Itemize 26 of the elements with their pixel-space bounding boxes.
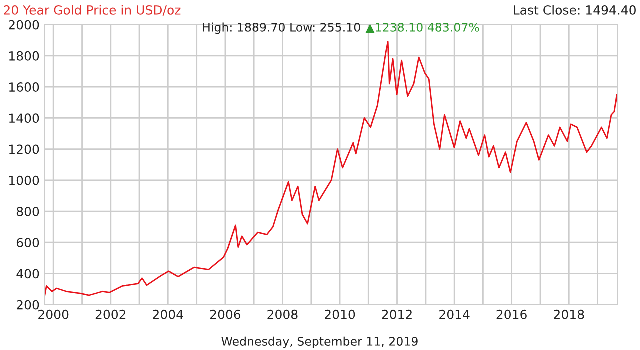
x-tick-label: 2008 [268, 310, 298, 320]
chart-subtitle: High: 1889.70 Low: 255.10 [203, 22, 360, 34]
x-tick-label: 2014 [440, 310, 470, 320]
y-tick-label: 1400 [10, 114, 40, 124]
y-tick-label: 2000 [9, 20, 40, 30]
y-tick-label: 800 [16, 206, 40, 216]
x-tick-label: 2002 [96, 310, 126, 320]
annotation: ▲1238.10 483.07% [366, 22, 480, 34]
x-tick-label: 2010 [325, 310, 356, 320]
line-series [44, 41, 618, 297]
x-tick-label: 2012 [382, 310, 412, 320]
y-tick-label: 200 [16, 300, 40, 310]
chart-title: 20 Year Gold Price in USD/oz [4, 5, 181, 16]
text: Last Close: 1494.40 [514, 5, 636, 15]
y-tick-label: 400 [16, 269, 40, 279]
x-tick-label: 2016 [496, 310, 527, 320]
y-tick-label: 1200 [10, 144, 40, 154]
x-tick-label: 2004 [153, 310, 184, 320]
y-tick-label: 1800 [10, 51, 40, 61]
x-tick-label: 2006 [210, 310, 241, 320]
y-tick-label: 1600 [10, 82, 40, 92]
x-tick-label: 2018 [554, 310, 584, 320]
y-tick-label: 600 [16, 238, 40, 248]
y-tick-label: 1000 [10, 176, 40, 186]
x-tick-label: 2000 [38, 310, 69, 320]
text: Wednesday, September 11, 2019 [222, 336, 418, 348]
